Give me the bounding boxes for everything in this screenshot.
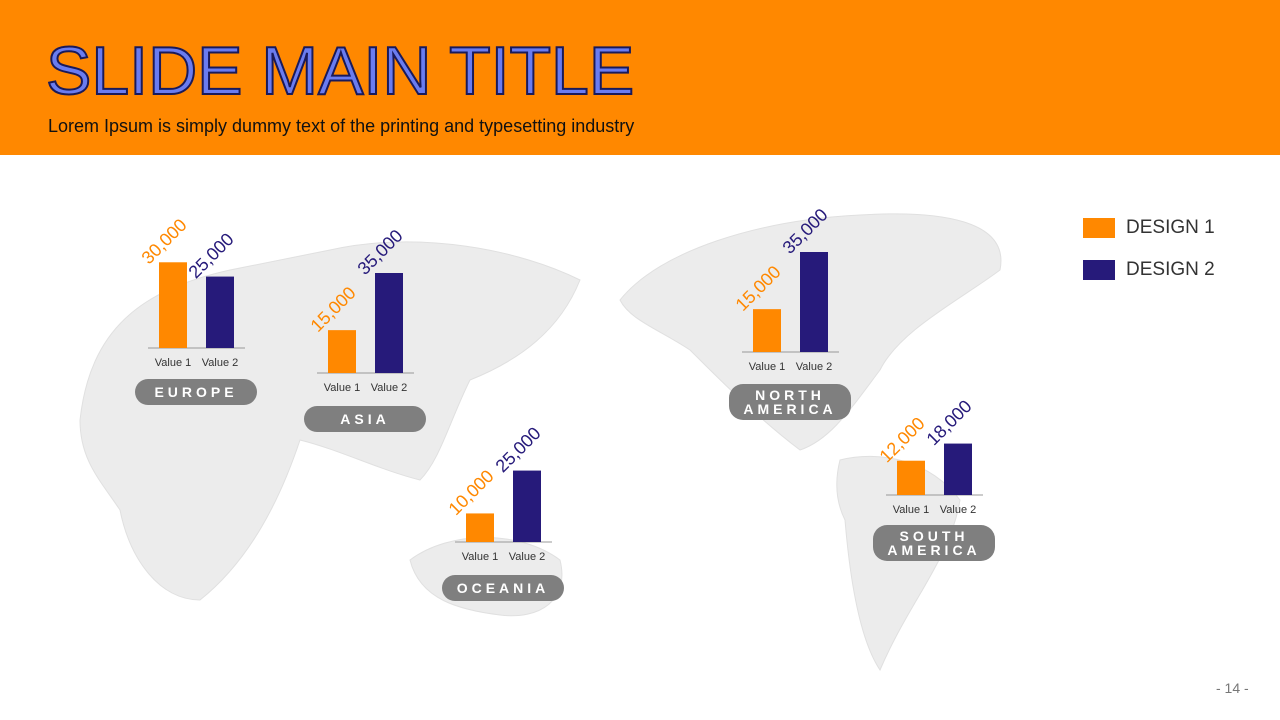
x-tick-label: Value 2 [940, 504, 977, 516]
value-label: 30,000 [138, 215, 191, 268]
x-tick-label: Value 2 [371, 382, 408, 394]
value-label: 12,000 [876, 413, 929, 466]
bar [944, 443, 972, 495]
x-tick-label: Value 1 [749, 361, 786, 373]
bar [466, 513, 494, 542]
bar [159, 262, 187, 348]
legend-swatch [1083, 260, 1115, 280]
bar [513, 470, 541, 542]
region-label: NORTH AMERICA [729, 384, 851, 420]
legend-label: DESIGN 2 [1126, 259, 1215, 280]
bar [753, 309, 781, 352]
page-number: - 14 - [1216, 680, 1249, 696]
bar [206, 276, 234, 348]
legend-label: DESIGN 1 [1126, 217, 1215, 238]
x-tick-label: Value 1 [893, 504, 930, 516]
slide-title: SLIDE MAIN TITLE [45, 32, 635, 110]
value-label: 18,000 [923, 396, 976, 449]
bar [328, 330, 356, 373]
x-tick-label: Value 2 [796, 361, 833, 373]
value-label: 25,000 [492, 423, 545, 476]
x-tick-label: Value 2 [202, 357, 239, 369]
region-label: EUROPE [135, 379, 257, 405]
region-label: OCEANIA [442, 575, 564, 601]
bar [897, 460, 925, 495]
x-tick-label: Value 1 [462, 551, 499, 563]
bar [375, 273, 403, 373]
region-label: ASIA [304, 406, 426, 432]
header-band [0, 0, 1280, 155]
bar [800, 252, 828, 352]
x-tick-label: Value 1 [324, 382, 361, 394]
region-label: SOUTH AMERICA [873, 525, 995, 561]
legend-swatch [1083, 218, 1115, 238]
slide-subtitle: Lorem Ipsum is simply dummy text of the … [48, 116, 635, 136]
value-label: 10,000 [445, 466, 498, 519]
x-tick-label: Value 1 [155, 357, 192, 369]
x-tick-label: Value 2 [509, 551, 546, 563]
